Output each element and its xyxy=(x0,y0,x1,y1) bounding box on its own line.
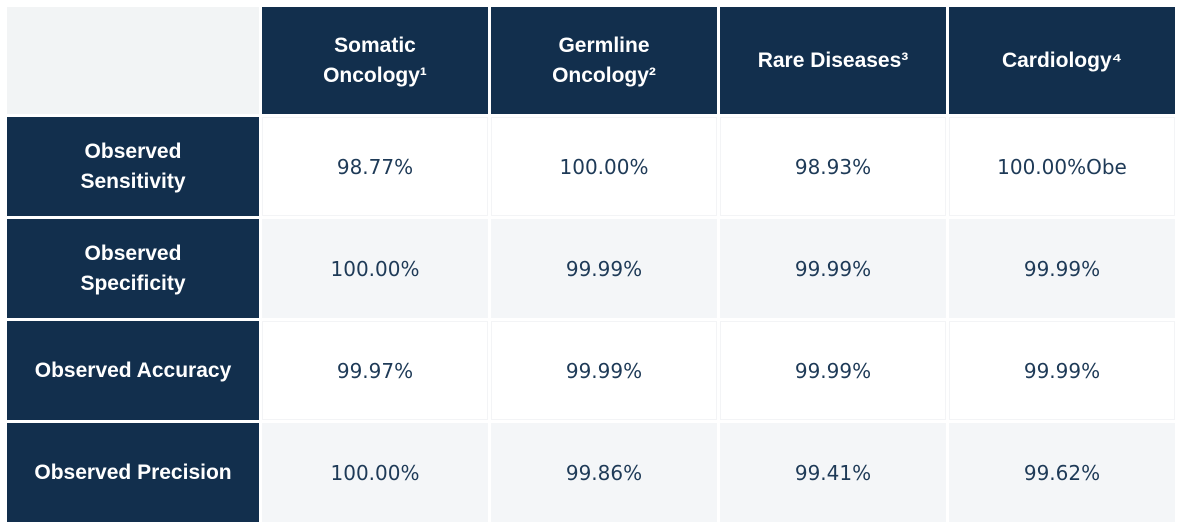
column-header-germline-oncology: Germline Oncology² xyxy=(491,7,717,114)
value-cell: 98.93% xyxy=(720,117,946,216)
row-header-label: Observed Specificity xyxy=(80,241,186,295)
value-cell: 99.99% xyxy=(949,219,1175,318)
value-cell: 100.00%Obe xyxy=(949,117,1175,216)
column-header-cardiology: Cardiology⁴ xyxy=(949,7,1175,114)
column-header-somatic-oncology: Somatic Oncology¹ xyxy=(262,7,488,114)
value-cell: 99.86% xyxy=(491,423,717,522)
row-header-label: Observed Accuracy xyxy=(34,358,232,382)
row-header-label: Observed Precision xyxy=(34,460,232,484)
column-header-label: Cardiology⁴ xyxy=(1001,48,1123,72)
value-cell: 98.77% xyxy=(262,117,488,216)
column-header-rare-diseases: Rare Diseases³ xyxy=(720,7,946,114)
corner-cell xyxy=(7,7,259,114)
value-cell: 99.99% xyxy=(720,321,946,420)
value-cell: 99.99% xyxy=(491,219,717,318)
column-header-label: Germline Oncology² xyxy=(552,33,656,87)
value-cell: 99.62% xyxy=(949,423,1175,522)
row-header-observed-accuracy: Observed Accuracy xyxy=(7,321,259,420)
value-cell: 99.99% xyxy=(720,219,946,318)
column-header-label: Rare Diseases³ xyxy=(757,48,909,72)
row-header-label: Observed Sensitivity xyxy=(80,139,186,193)
value-cell: 99.97% xyxy=(262,321,488,420)
metrics-grid: Somatic Oncology¹ Germline Oncology² Rar… xyxy=(7,7,1175,522)
value-cell: 100.00% xyxy=(491,117,717,216)
value-cell: 99.99% xyxy=(491,321,717,420)
row-header-observed-sensitivity: Observed Sensitivity xyxy=(7,117,259,216)
value-cell: 100.00% xyxy=(262,219,488,318)
row-header-observed-precision: Observed Precision xyxy=(7,423,259,522)
row-header-observed-specificity: Observed Specificity xyxy=(7,219,259,318)
column-header-label: Somatic Oncology¹ xyxy=(323,33,427,87)
value-cell: 99.41% xyxy=(720,423,946,522)
value-cell: 100.00% xyxy=(262,423,488,522)
value-cell: 99.99% xyxy=(949,321,1175,420)
